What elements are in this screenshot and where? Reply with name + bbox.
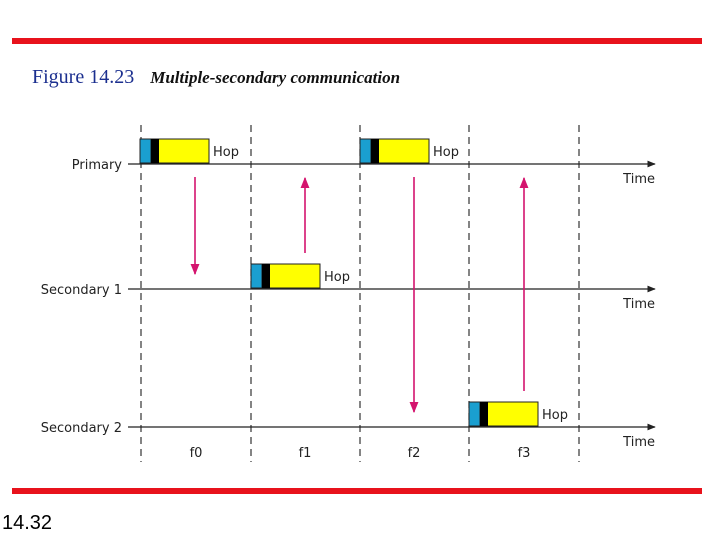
time-label-secondary2: Time [622, 435, 655, 450]
station-label-primary: Primary [72, 158, 123, 173]
slot-label-f3: f3 [518, 446, 531, 461]
frame-flag-2 [371, 139, 379, 163]
slot-label-f1: f1 [299, 446, 312, 461]
slot-label-f0: f0 [190, 446, 203, 461]
frame-label-0: Hop [213, 145, 239, 160]
frame-label-3: Hop [542, 408, 568, 423]
frame-flag-0 [151, 139, 159, 163]
frame-label-2: Hop [433, 145, 459, 160]
station-label-secondary1: Secondary 1 [41, 283, 122, 298]
frame-header-1 [250, 263, 263, 289]
frame-header-2 [359, 138, 372, 164]
time-label-primary: Time [622, 172, 655, 187]
frame-flag-1 [262, 264, 270, 288]
frame-header-3 [468, 401, 481, 427]
top-rule [12, 38, 702, 44]
bottom-rule [12, 488, 702, 494]
frame-flag-3 [480, 402, 488, 426]
time-label-secondary1: Time [622, 297, 655, 312]
frame-label-1: Hop [324, 270, 350, 285]
page-number: 14.32 [2, 512, 53, 534]
station-label-secondary2: Secondary 2 [41, 421, 122, 436]
slot-label-f2: f2 [408, 446, 421, 461]
figure-title: Figure 14.23 Multiple-secondary communic… [32, 66, 400, 89]
figure-caption: Multiple-secondary communication [150, 68, 401, 87]
figure-number: Figure 14.23 [32, 66, 135, 88]
frame-header-0 [139, 138, 152, 164]
